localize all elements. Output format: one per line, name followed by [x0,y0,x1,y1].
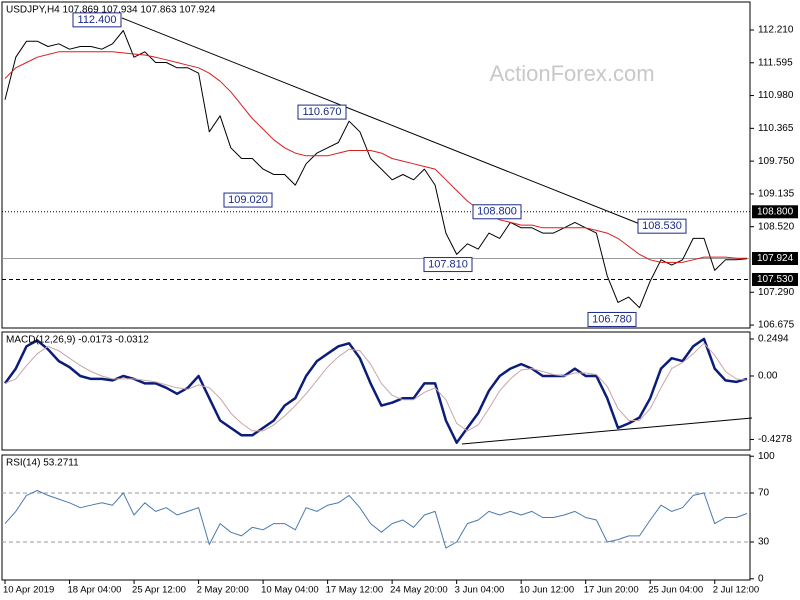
trend-line [121,17,651,229]
x-tick-label: 2 Jul 12:00 [713,585,759,596]
level-label: 107.924 [757,253,794,264]
series-line [4,51,747,263]
y-tick-label: 0.00 [758,371,778,382]
y-tick-label: 108.520 [758,221,795,232]
annotation-box [223,192,273,208]
series-line [3,337,748,444]
annotation-box [423,257,473,273]
series-line [4,30,748,309]
series-line [4,342,748,432]
annotation-box [472,204,522,220]
y-tick-label: 110.365 [758,123,794,134]
annotation-label: 108.530 [642,220,682,232]
y-tick-label: 109.750 [758,156,795,167]
y-tick-label: 0 [758,573,764,584]
x-tick-label: 2 May 20:00 [197,585,249,596]
series-line [4,490,748,549]
x-tick-label: 3 Jun 04:00 [455,585,505,596]
annotation-label: 110.670 [303,106,342,118]
pane-frame [1,1,751,329]
annotation-label: 108.800 [477,206,517,218]
y-tick-label: 112.210 [758,25,794,36]
x-tick-label: 10 Jun 12:00 [519,585,574,596]
y-tick-label: 111.595 [758,57,793,68]
x-tick-label: 10 Apr 2019 [3,585,54,596]
y-tick-label: 30 [758,537,770,548]
macd-trend-line [461,417,753,445]
pane-title: RSI(14) 53.2711 [6,458,79,469]
level-label-box [752,272,798,286]
level-label-box [752,251,798,265]
annotation-label: 109.020 [228,194,268,206]
annotation-box [297,104,347,120]
level-label: 108.800 [757,206,794,217]
x-tick-label: 10 May 04:00 [261,585,319,596]
annotation-label: 106.780 [592,313,632,325]
x-tick-label: 25 Apr 12:00 [132,585,186,596]
pane-frame [1,454,751,581]
x-tick-label: 17 Jun 20:00 [584,585,639,596]
y-tick-label: 109.135 [758,189,795,200]
level-label-box [752,205,798,219]
y-tick-label: 70 [758,488,770,499]
x-tick-label: 24 May 20:00 [390,585,448,596]
y-tick-label: 100 [758,451,775,462]
x-tick-label: 18 Apr 04:00 [68,585,122,596]
pane-title: MACD(12,26,9) -0.0173 -0.0312 [6,335,149,346]
y-tick-label: 106.675 [758,320,795,331]
x-tick-label: 25 Jun 04:00 [648,585,703,596]
watermark: ActionForex.com [489,61,654,86]
pane-title: USDJPY,H4 107.869 107.934 107.863 107.92… [6,5,216,16]
annotation-label: 107.810 [428,258,468,270]
x-tick-label: 17 May 12:00 [326,585,384,596]
y-tick-label: 0.2494 [758,334,789,345]
annotation-box [637,218,687,234]
y-tick-label: 110.980 [758,90,794,101]
pane-frame [1,331,751,451]
y-tick-label: -0.4278 [758,434,792,445]
annotation-box [72,12,122,28]
annotation-label: 112.400 [78,14,117,26]
level-label: 107.530 [757,274,794,285]
y-tick-label: 107.290 [758,287,795,298]
annotation-box [587,311,637,327]
